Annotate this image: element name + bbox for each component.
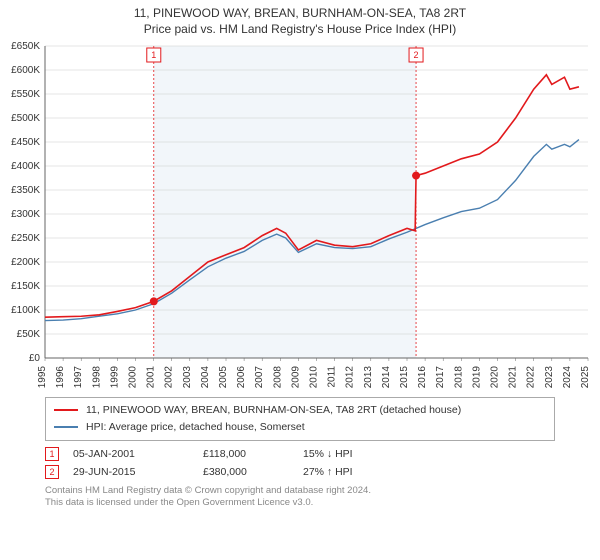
x-tick-label: 2012	[345, 366, 356, 389]
legend-swatch	[54, 426, 78, 428]
x-tick-label: 2002	[164, 366, 175, 389]
sale-marker-number: 1	[151, 50, 156, 60]
x-tick-label: 2001	[146, 366, 157, 389]
x-tick-label: 1995	[37, 366, 48, 389]
x-tick-label: 2021	[508, 366, 519, 389]
x-tick-label: 1998	[91, 366, 102, 389]
y-tick-label: £350K	[11, 185, 40, 196]
y-tick-label: £50K	[17, 329, 41, 340]
x-tick-label: 2003	[182, 366, 193, 389]
copyright-footer: Contains HM Land Registry data © Crown c…	[45, 485, 555, 510]
y-tick-label: £150K	[11, 281, 40, 292]
x-tick-label: 2019	[471, 366, 482, 389]
x-tick-label: 2015	[399, 366, 410, 389]
sale-annotations: 1 05-JAN-2001£118,00015% ↓ HPI 2 29-JUN-201…	[45, 447, 555, 483]
footer-line-2: This data is licensed under the Open Gov…	[45, 497, 555, 509]
x-tick-label: 2013	[363, 366, 374, 389]
chart-container: 11, PINEWOOD WAY, BREAN, BURNHAM-ON-SEA,…	[0, 0, 600, 560]
x-tick-label: 1999	[109, 366, 120, 389]
sale-date: 29-JUN-2015	[73, 466, 203, 478]
sale-hpi-delta: 15% ↓ HPI	[303, 448, 353, 460]
sale-marker-dot	[150, 297, 158, 305]
y-tick-label: £550K	[11, 89, 40, 100]
x-tick-label: 1996	[55, 366, 66, 389]
x-tick-label: 2006	[236, 366, 247, 389]
sale-row: 2 29-JUN-2015£380,00027% ↑ HPI	[45, 465, 555, 479]
y-tick-label: £600K	[11, 65, 40, 76]
x-tick-label: 2016	[417, 366, 428, 389]
y-tick-label: £0	[29, 353, 41, 364]
title-address: 11, PINEWOOD WAY, BREAN, BURNHAM-ON-SEA,…	[0, 6, 600, 20]
chart-titles: 11, PINEWOOD WAY, BREAN, BURNHAM-ON-SEA,…	[0, 0, 600, 38]
x-tick-label: 2007	[254, 366, 265, 389]
sale-price: £380,000	[203, 466, 303, 478]
x-tick-label: 2022	[526, 366, 537, 389]
legend-label: 11, PINEWOOD WAY, BREAN, BURNHAM-ON-SEA,…	[86, 402, 461, 419]
x-tick-label: 2017	[435, 366, 446, 389]
x-tick-label: 2011	[327, 366, 338, 388]
sale-marker-number: 2	[414, 50, 419, 60]
title-subtitle: Price paid vs. HM Land Registry's House …	[0, 22, 600, 36]
x-tick-label: 2020	[490, 366, 501, 389]
legend-swatch	[54, 409, 78, 411]
x-tick-label: 1997	[73, 366, 84, 389]
sale-row: 1 05-JAN-2001£118,00015% ↓ HPI	[45, 447, 555, 461]
y-tick-label: £650K	[11, 41, 40, 52]
legend-item: HPI: Average price, detached house, Some…	[54, 419, 546, 436]
x-tick-label: 2008	[272, 366, 283, 389]
chart-plot: £0 £50K £100K £150K £200K £250K £300K £350K £400…	[0, 38, 600, 393]
y-tick-label: £200K	[11, 257, 40, 268]
x-tick-label: 2010	[309, 366, 320, 389]
y-tick-label: £100K	[11, 305, 40, 316]
x-tick-label: 2004	[200, 366, 211, 389]
footer-line-1: Contains HM Land Registry data © Crown c…	[45, 485, 555, 497]
y-tick-label: £500K	[11, 113, 40, 124]
legend-item: 11, PINEWOOD WAY, BREAN, BURNHAM-ON-SEA,…	[54, 402, 546, 419]
x-tick-label: 2024	[562, 366, 573, 389]
legend-label: HPI: Average price, detached house, Some…	[86, 419, 305, 436]
sale-row-marker: 2	[45, 465, 59, 479]
y-tick-label: £400K	[11, 161, 40, 172]
x-tick-label: 2023	[544, 366, 555, 389]
y-tick-label: £250K	[11, 233, 40, 244]
y-tick-label: £300K	[11, 209, 40, 220]
x-tick-label: 2009	[290, 366, 301, 389]
sale-marker-dot	[412, 172, 420, 180]
sale-hpi-delta: 27% ↑ HPI	[303, 466, 353, 478]
x-tick-label: 2005	[218, 366, 229, 389]
x-tick-label: 2014	[381, 366, 392, 389]
sale-price: £118,000	[203, 448, 303, 460]
shaded-band	[154, 46, 416, 358]
x-tick-label: 2000	[128, 366, 139, 389]
legend: 11, PINEWOOD WAY, BREAN, BURNHAM-ON-SEA,…	[45, 397, 555, 441]
sale-date: 05-JAN-2001	[73, 448, 203, 460]
y-tick-label: £450K	[11, 137, 40, 148]
x-tick-label: 2018	[453, 366, 464, 389]
sale-row-marker: 1	[45, 447, 59, 461]
x-tick-label: 2025	[580, 366, 591, 389]
